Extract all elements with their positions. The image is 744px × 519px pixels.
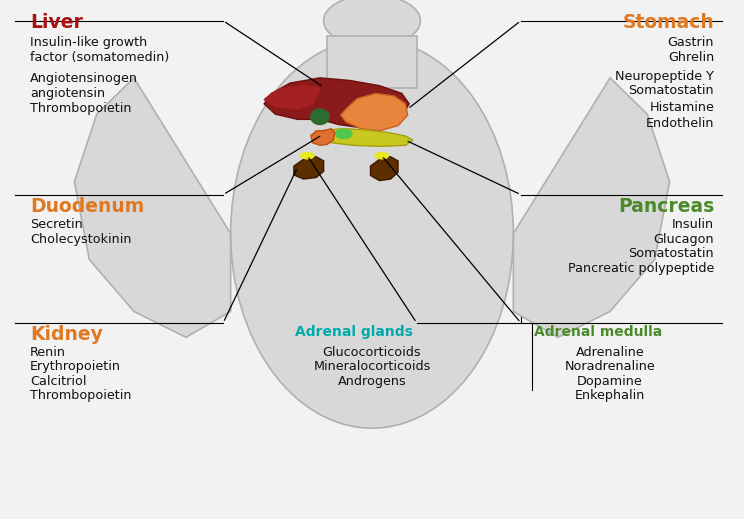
Text: Calcitriol: Calcitriol (30, 375, 86, 388)
Polygon shape (341, 93, 408, 131)
Text: Stomach: Stomach (623, 13, 714, 32)
Text: Ghrelin: Ghrelin (668, 51, 714, 64)
Polygon shape (371, 157, 398, 181)
Text: Cholecystokinin: Cholecystokinin (30, 233, 131, 245)
Polygon shape (513, 78, 670, 337)
Text: Gastrin: Gastrin (668, 36, 714, 49)
Ellipse shape (301, 153, 314, 159)
Text: Kidney: Kidney (30, 325, 103, 344)
Text: Insulin: Insulin (672, 218, 714, 231)
Text: Pancreatic polypeptide: Pancreatic polypeptide (568, 262, 714, 275)
Polygon shape (311, 129, 413, 146)
Ellipse shape (336, 129, 352, 139)
Text: Somatostatin: Somatostatin (629, 247, 714, 260)
Text: Liver: Liver (30, 13, 83, 32)
Ellipse shape (311, 109, 329, 125)
Text: Mineralocorticoids: Mineralocorticoids (313, 360, 431, 373)
Text: Glucagon: Glucagon (654, 233, 714, 245)
Ellipse shape (231, 39, 513, 428)
Polygon shape (264, 78, 409, 127)
Text: Endothelin: Endothelin (646, 117, 714, 130)
Text: Adrenal glands: Adrenal glands (295, 325, 413, 339)
Bar (327, 36, 417, 88)
Text: Glucocorticoids: Glucocorticoids (323, 346, 421, 359)
Text: Enkephalin: Enkephalin (575, 389, 645, 402)
Text: Noradrenaline: Noradrenaline (565, 360, 655, 373)
Text: Angiotensinogen
angiotensin: Angiotensinogen angiotensin (30, 72, 138, 100)
Text: Insulin-like growth
factor (somatomedin): Insulin-like growth factor (somatomedin) (30, 36, 169, 64)
Ellipse shape (375, 153, 388, 159)
Polygon shape (74, 78, 231, 337)
Text: Thrombopoietin: Thrombopoietin (30, 389, 131, 402)
Text: Adrenal medulla: Adrenal medulla (534, 325, 662, 339)
Text: Neuropeptide Y: Neuropeptide Y (615, 70, 714, 83)
Text: Duodenum: Duodenum (30, 197, 144, 216)
Text: Dopamine: Dopamine (577, 375, 643, 388)
Text: Histamine: Histamine (650, 101, 714, 114)
Ellipse shape (324, 0, 420, 47)
Polygon shape (264, 86, 320, 109)
Text: Somatostatin: Somatostatin (629, 84, 714, 97)
Text: Thrombopoietin: Thrombopoietin (30, 102, 131, 115)
Text: Pancreas: Pancreas (618, 197, 714, 216)
Text: Adrenaline: Adrenaline (576, 346, 644, 359)
Text: Renin: Renin (30, 346, 65, 359)
Text: Secretin: Secretin (30, 218, 83, 231)
Text: Androgens: Androgens (338, 375, 406, 388)
Polygon shape (294, 157, 324, 179)
Text: Erythropoietin: Erythropoietin (30, 360, 121, 373)
Polygon shape (311, 129, 335, 145)
